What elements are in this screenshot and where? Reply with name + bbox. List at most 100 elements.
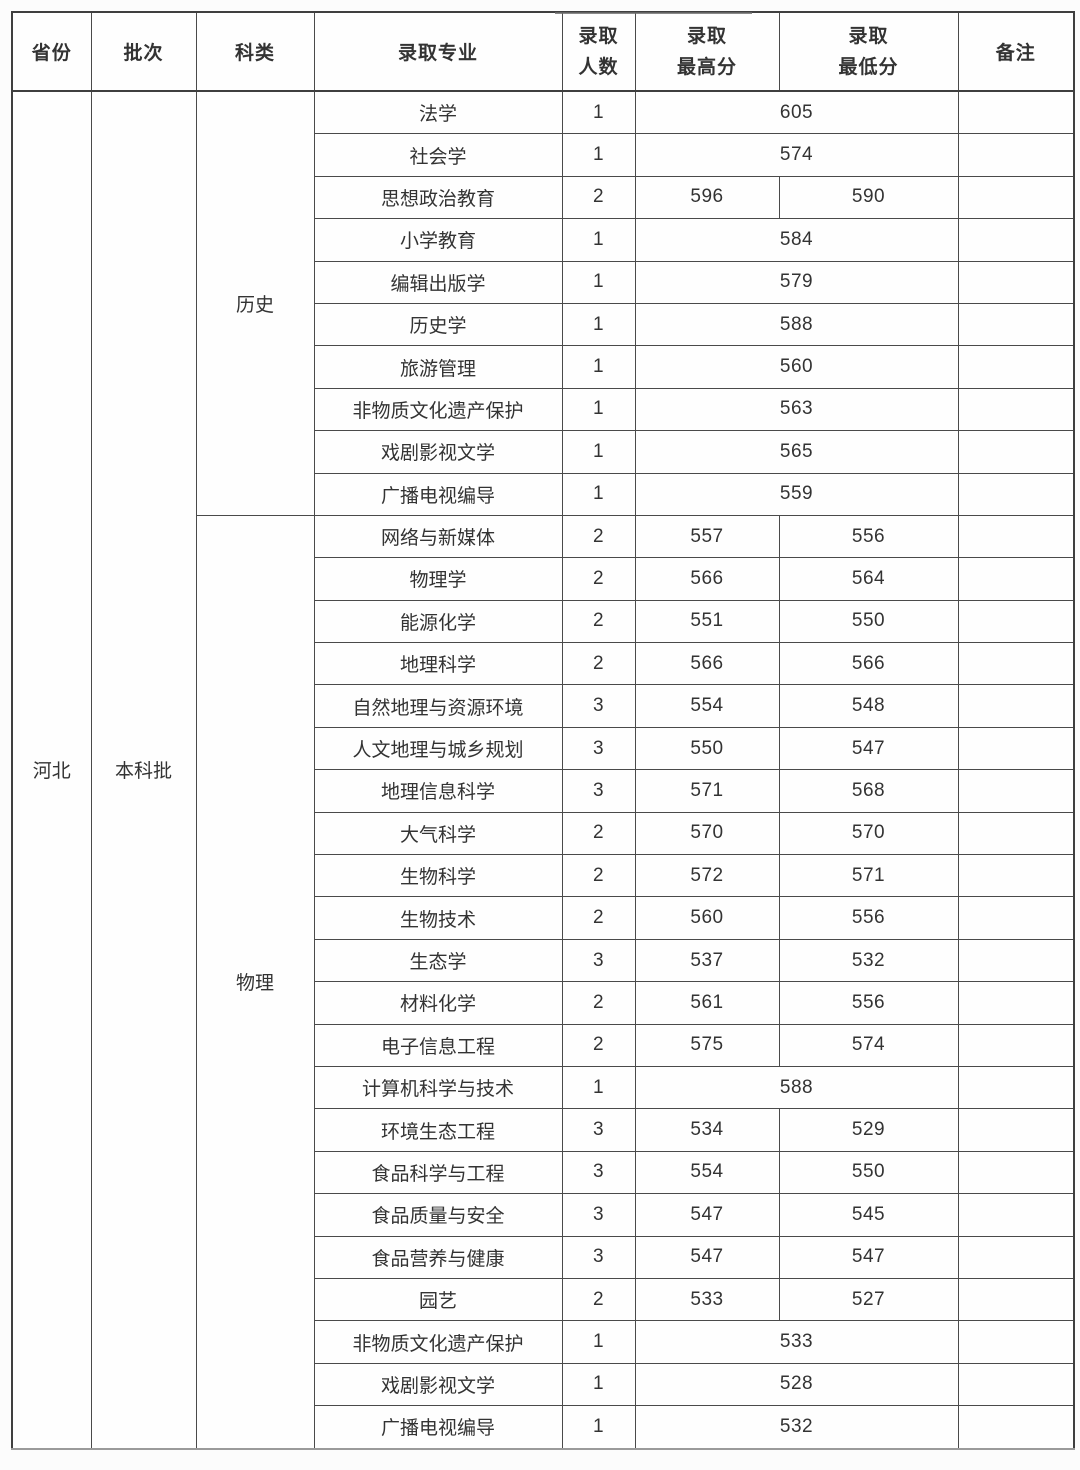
table-row: 计算机科学与技术 1 588 xyxy=(12,1065,1075,1110)
table-row: 人文地理与城乡规划 3 550 547 xyxy=(12,726,1075,771)
cell-max-score: 566 xyxy=(634,557,780,601)
table-row: 材料化学 2 561 556 xyxy=(12,981,1075,1025)
cell-count: 3 xyxy=(561,1150,636,1195)
cell-major: 网络与新媒体 xyxy=(313,514,563,559)
cell-min-score: 545 xyxy=(778,1193,959,1237)
table-row: 河北 本科批 历史 法学 1 605 xyxy=(11,90,1075,1449)
table-row: 环境生态工程 3 534 529 xyxy=(12,1108,1075,1152)
col-header-max-score: 录取 最高分 xyxy=(634,11,780,92)
cell-remark xyxy=(957,302,1075,347)
table-row: 生态学 3 537 532 xyxy=(12,938,1075,983)
cell-max-score: 575 xyxy=(634,1023,780,1067)
cell-major: 地理信息科学 xyxy=(313,769,563,813)
cell-remark xyxy=(957,430,1075,474)
col-header-province: 省份 xyxy=(11,11,92,92)
cell-max-score: 557 xyxy=(634,514,780,559)
cell-remark xyxy=(957,811,1075,856)
cell-max-score: 572 xyxy=(634,854,780,898)
cropped-table-edge-artifact xyxy=(555,12,752,14)
table-row: 地理科学 2 566 566 xyxy=(12,642,1075,686)
table-row: 广播电视编导 1 532 xyxy=(12,1405,1075,1449)
cell-count: 1 xyxy=(561,218,636,262)
cell-min-score: 556 xyxy=(778,896,959,940)
cell-major: 大气科学 xyxy=(313,811,563,856)
cell-count: 2 xyxy=(561,1023,636,1067)
cell-remark xyxy=(957,345,1075,389)
cell-merged-score: 588 xyxy=(634,1065,959,1110)
table-row: 旅游管理 1 560 xyxy=(12,345,1075,389)
cell-count: 1 xyxy=(561,1362,636,1407)
cell-max-score: 560 xyxy=(634,896,780,940)
table-row: 自然地理与资源环境 3 554 548 xyxy=(12,684,1075,728)
cell-major: 生物技术 xyxy=(313,896,563,940)
cell-major: 生物科学 xyxy=(313,854,563,898)
cell-merged-score: 533 xyxy=(634,1320,959,1364)
table-row: 地理信息科学 3 571 568 xyxy=(12,769,1075,813)
table-header: 省份 批次 科类 录取专业 录取 人数 录取 最高分 录取 最低分 备注 xyxy=(11,11,1075,92)
cell-merged-score: 528 xyxy=(634,1362,959,1407)
table-row: 小学教育 1 584 xyxy=(12,218,1075,262)
cell-category: 历史 xyxy=(195,90,315,516)
cell-merged-score: 565 xyxy=(634,430,959,474)
cell-major: 人文地理与城乡规划 xyxy=(313,726,563,771)
cell-min-score: 532 xyxy=(778,938,959,983)
cell-remark xyxy=(957,896,1075,940)
cell-count: 2 xyxy=(561,981,636,1025)
cell-remark xyxy=(957,557,1075,601)
cell-remark xyxy=(957,387,1075,432)
table-row: 物理学 2 566 564 xyxy=(12,557,1075,601)
table-row: 戏剧影视文学 1 528 xyxy=(12,1362,1075,1407)
cell-merged-score: 574 xyxy=(634,133,959,177)
col-header-count-line1: 录取 xyxy=(578,25,619,47)
cell-count: 2 xyxy=(561,854,636,898)
cell-merged-score: 588 xyxy=(634,302,959,347)
cell-min-score: 547 xyxy=(778,726,959,771)
cell-remark xyxy=(957,514,1075,559)
cell-category: 物理 xyxy=(195,514,315,1450)
cell-min-score: 571 xyxy=(778,854,959,898)
cell-remark xyxy=(957,1150,1075,1195)
cell-remark xyxy=(957,1023,1075,1067)
cell-major: 能源化学 xyxy=(313,599,563,644)
cell-remark xyxy=(957,938,1075,983)
cell-count: 3 xyxy=(561,1235,636,1279)
cell-min-score: 550 xyxy=(778,599,959,644)
cell-remark xyxy=(957,1277,1075,1322)
cell-merged-score: 559 xyxy=(634,472,959,516)
table-row: 物理 网络与新媒体 2 557 556 xyxy=(12,514,1075,1450)
cell-remark xyxy=(957,1108,1075,1152)
cell-remark xyxy=(957,642,1075,686)
cell-min-score: 566 xyxy=(778,642,959,686)
table-row: 编辑出版学 1 579 xyxy=(12,260,1075,304)
cell-min-score: 527 xyxy=(778,1277,959,1322)
table-row: 广播电视编导 1 559 xyxy=(12,472,1075,516)
cell-remark xyxy=(957,981,1075,1025)
cell-major: 旅游管理 xyxy=(313,345,563,389)
table-row: 戏剧影视文学 1 565 xyxy=(12,430,1075,474)
cell-max-score: 596 xyxy=(634,175,780,220)
cell-max-score: 554 xyxy=(634,1150,780,1195)
cell-remark xyxy=(957,1235,1075,1279)
header-row: 省份 批次 科类 录取专业 录取 人数 录取 最高分 录取 最低分 备注 xyxy=(11,11,1075,92)
cell-major: 电子信息工程 xyxy=(313,1023,563,1067)
cell-major: 思想政治教育 xyxy=(313,175,563,220)
cell-min-score: 574 xyxy=(778,1023,959,1067)
cell-major: 广播电视编导 xyxy=(313,1405,563,1449)
cell-count: 3 xyxy=(561,938,636,983)
cell-count: 1 xyxy=(561,430,636,474)
cell-max-score: 554 xyxy=(634,684,780,728)
table-row: 历史学 1 588 xyxy=(12,302,1075,347)
cell-major: 生态学 xyxy=(313,938,563,983)
table-row: 思想政治教育 2 596 590 xyxy=(12,175,1075,220)
cell-count: 2 xyxy=(561,514,636,559)
cell-min-score: 556 xyxy=(778,981,959,1025)
cell-max-score: 550 xyxy=(634,726,780,771)
col-header-min-line1: 录取 xyxy=(848,25,889,47)
cell-remark xyxy=(957,726,1075,771)
cell-count: 1 xyxy=(561,472,636,516)
cell-major: 环境生态工程 xyxy=(313,1108,563,1152)
cell-count: 2 xyxy=(561,896,636,940)
cell-remark xyxy=(957,1193,1075,1237)
cell-min-score: 564 xyxy=(778,557,959,601)
col-header-major: 录取专业 xyxy=(313,11,563,92)
